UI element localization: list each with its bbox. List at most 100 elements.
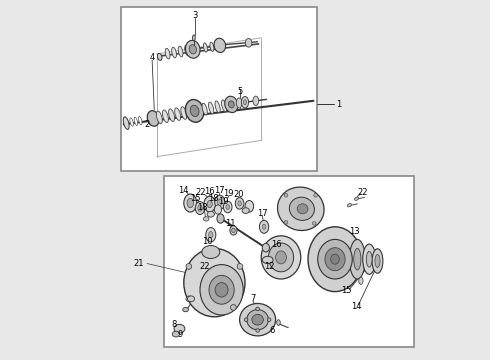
Ellipse shape <box>262 224 266 229</box>
Ellipse shape <box>252 314 263 325</box>
Ellipse shape <box>172 331 179 337</box>
Ellipse shape <box>130 118 133 126</box>
Ellipse shape <box>325 248 345 271</box>
Ellipse shape <box>187 198 194 208</box>
Ellipse shape <box>169 109 174 121</box>
Text: 14: 14 <box>351 302 361 311</box>
Ellipse shape <box>207 201 212 208</box>
Text: 2: 2 <box>145 120 150 130</box>
Ellipse shape <box>277 320 280 325</box>
Ellipse shape <box>262 256 273 264</box>
Text: 3: 3 <box>193 11 198 20</box>
Ellipse shape <box>156 111 162 123</box>
Ellipse shape <box>215 195 225 210</box>
Ellipse shape <box>245 201 254 212</box>
Ellipse shape <box>367 251 372 267</box>
Ellipse shape <box>204 196 216 212</box>
Text: 19: 19 <box>218 197 229 206</box>
Ellipse shape <box>206 228 216 242</box>
Ellipse shape <box>190 105 199 117</box>
Ellipse shape <box>184 248 245 317</box>
Ellipse shape <box>308 227 362 292</box>
Ellipse shape <box>187 296 195 302</box>
Text: 10: 10 <box>202 237 213 246</box>
Ellipse shape <box>189 45 196 54</box>
Ellipse shape <box>318 239 352 279</box>
Ellipse shape <box>275 251 286 264</box>
Circle shape <box>314 194 318 197</box>
Ellipse shape <box>225 96 238 113</box>
Ellipse shape <box>349 239 365 279</box>
Ellipse shape <box>242 96 248 108</box>
Circle shape <box>284 220 288 224</box>
Text: 11: 11 <box>224 219 235 228</box>
Text: 22: 22 <box>196 188 206 197</box>
Text: 22: 22 <box>199 262 210 271</box>
Ellipse shape <box>217 214 224 223</box>
Ellipse shape <box>203 217 209 221</box>
Ellipse shape <box>123 117 129 129</box>
Ellipse shape <box>172 47 176 58</box>
Ellipse shape <box>221 100 227 112</box>
Circle shape <box>237 264 243 269</box>
Text: 9: 9 <box>177 330 183 338</box>
Ellipse shape <box>215 101 221 113</box>
Ellipse shape <box>203 43 207 52</box>
Ellipse shape <box>196 202 205 215</box>
Ellipse shape <box>347 203 351 207</box>
Circle shape <box>256 329 259 332</box>
Ellipse shape <box>236 98 242 108</box>
Circle shape <box>313 222 316 225</box>
Ellipse shape <box>209 102 214 114</box>
Ellipse shape <box>238 201 242 206</box>
Ellipse shape <box>200 265 243 315</box>
Ellipse shape <box>245 39 252 47</box>
Ellipse shape <box>202 103 207 115</box>
Ellipse shape <box>359 277 363 284</box>
Ellipse shape <box>331 254 339 264</box>
Ellipse shape <box>185 45 190 56</box>
Text: 14: 14 <box>178 186 189 195</box>
Text: 6: 6 <box>270 326 275 335</box>
Ellipse shape <box>235 198 244 209</box>
Ellipse shape <box>223 201 232 213</box>
Circle shape <box>284 194 288 197</box>
Ellipse shape <box>247 310 269 330</box>
Ellipse shape <box>262 243 270 252</box>
Ellipse shape <box>157 53 162 60</box>
Text: 15: 15 <box>341 287 352 295</box>
Ellipse shape <box>218 199 222 206</box>
Text: 20: 20 <box>233 190 244 199</box>
Ellipse shape <box>165 48 170 59</box>
Ellipse shape <box>372 249 383 273</box>
Text: 16: 16 <box>204 187 214 196</box>
Text: 7: 7 <box>250 294 256 303</box>
Ellipse shape <box>228 101 234 108</box>
Ellipse shape <box>181 107 187 119</box>
Ellipse shape <box>186 40 200 58</box>
Ellipse shape <box>147 111 159 126</box>
Ellipse shape <box>207 211 215 217</box>
Text: 13: 13 <box>349 227 359 236</box>
Ellipse shape <box>183 307 189 312</box>
Ellipse shape <box>354 248 361 270</box>
Ellipse shape <box>185 99 204 122</box>
Ellipse shape <box>259 220 269 233</box>
Ellipse shape <box>134 117 138 126</box>
Ellipse shape <box>193 35 196 41</box>
Ellipse shape <box>244 100 246 105</box>
Ellipse shape <box>215 205 221 214</box>
Ellipse shape <box>178 46 183 57</box>
Text: 1: 1 <box>336 100 341 109</box>
Ellipse shape <box>290 197 315 220</box>
Ellipse shape <box>210 42 214 51</box>
Ellipse shape <box>215 283 228 297</box>
Ellipse shape <box>226 204 229 210</box>
Ellipse shape <box>209 275 234 304</box>
Text: 8: 8 <box>171 320 176 329</box>
Ellipse shape <box>355 197 359 201</box>
Bar <box>164 176 414 347</box>
Circle shape <box>268 318 271 321</box>
Text: 18: 18 <box>208 194 219 203</box>
Text: 15: 15 <box>190 194 200 202</box>
